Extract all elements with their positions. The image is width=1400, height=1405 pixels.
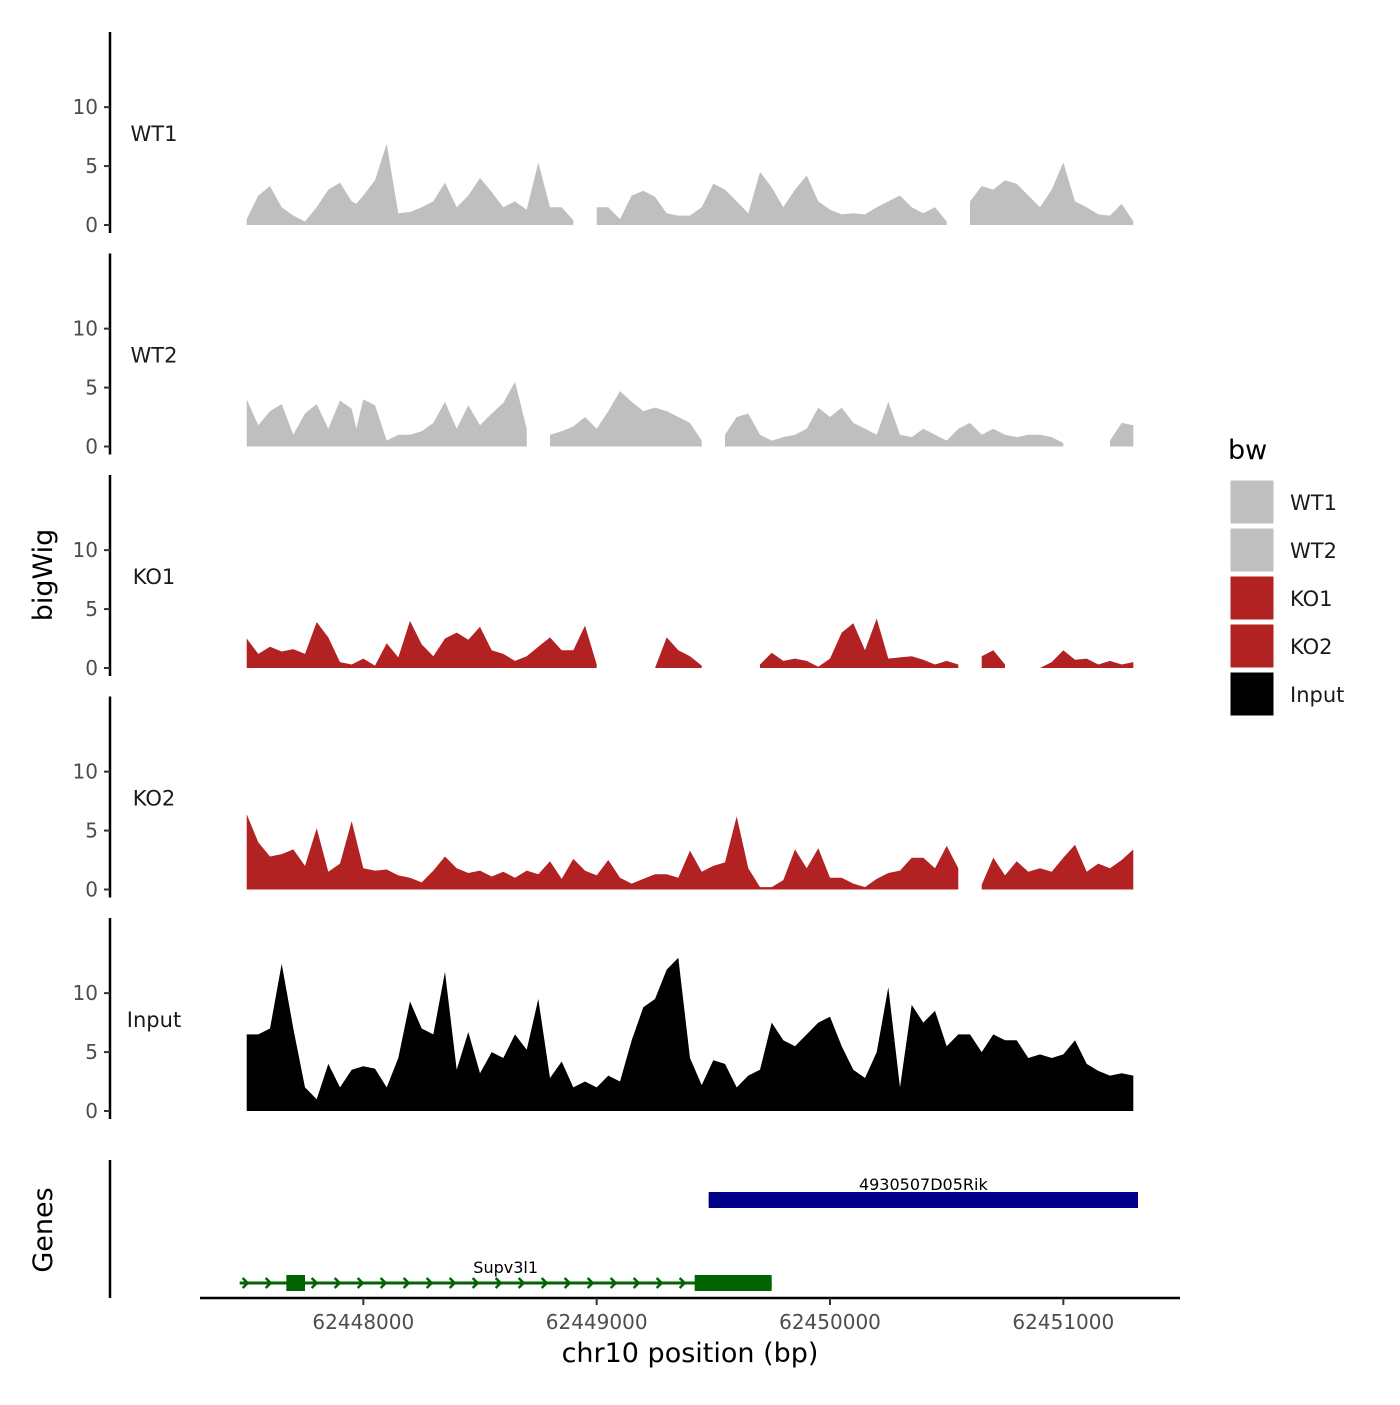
- coverage-area: [655, 637, 702, 668]
- track-ko2: 0 5 10 KO2: [73, 696, 1134, 902]
- gene-supv3l1: Supv3l1: [239, 1258, 772, 1291]
- coverage-area: [725, 401, 1064, 447]
- strand-arrow: [425, 1277, 434, 1289]
- coverage-area: [246, 814, 959, 890]
- strand-arrow: [264, 1277, 273, 1289]
- y-tick-label: 5: [85, 1040, 98, 1064]
- y-tick-label: 10: [73, 538, 98, 562]
- strand-arrow: [655, 1277, 664, 1289]
- y-tick-label: 0: [85, 213, 98, 237]
- y-tick-label: 10: [73, 981, 98, 1005]
- strand-arrow: [632, 1277, 641, 1289]
- legend-swatch-ko1: [1229, 575, 1275, 621]
- track-ko1: 0 5 10 KO1: [73, 475, 1134, 680]
- track-label: KO2: [133, 787, 176, 811]
- y-tick-label: 10: [73, 317, 98, 341]
- gene-panel: 4930507D05Rik Supv3l1: [108, 1160, 1138, 1298]
- strand-arrow: [402, 1277, 411, 1289]
- coverage-area: [1110, 422, 1134, 447]
- legend-label-ko2: KO2: [1290, 635, 1333, 659]
- track-label: WT1: [131, 122, 178, 146]
- track-input: 0 5 10 Input: [73, 918, 1134, 1123]
- legend-title: bw: [1228, 435, 1267, 466]
- coverage-area: [246, 381, 527, 447]
- strand-arrow: [678, 1277, 687, 1289]
- track-label: KO1: [133, 565, 176, 589]
- coverage-area: [760, 618, 959, 668]
- y-tick-label: 10: [73, 95, 98, 119]
- legend-swatch-ko2: [1229, 623, 1275, 669]
- coverage-area: [1040, 650, 1134, 668]
- coverage-area: [970, 162, 1134, 225]
- strand-arrow: [586, 1277, 595, 1289]
- y-tick-label: 0: [85, 656, 98, 680]
- coverage-area: [981, 844, 1134, 890]
- legend-label-input: Input: [1290, 683, 1344, 707]
- strand-arrow: [241, 1277, 250, 1289]
- gene-label: 4930507D05Rik: [859, 1175, 989, 1194]
- y-tick-label: 0: [85, 1099, 98, 1123]
- gene-label: Supv3l1: [473, 1258, 538, 1277]
- exon: [708, 1192, 1138, 1208]
- strand-arrow: [517, 1277, 526, 1289]
- legend-swatch-wt2: [1229, 527, 1275, 573]
- y-tick-label: 5: [85, 597, 98, 621]
- x-tick-label: 62450000: [779, 1310, 881, 1334]
- track-wt1: 0 5 10 WT1: [73, 32, 1134, 237]
- strand-arrow: [333, 1277, 342, 1289]
- y-tick-label: 5: [85, 819, 98, 843]
- strand-arrow: [540, 1277, 549, 1289]
- y-tick-label: 5: [85, 376, 98, 400]
- coverage-area: [981, 650, 1005, 668]
- gene-4930507d05rik: 4930507D05Rik: [708, 1175, 1138, 1208]
- coverage-area: [550, 391, 702, 447]
- strand-arrow: [609, 1277, 618, 1289]
- track-wt2: 0 5 10 WT2: [73, 253, 1134, 459]
- coverage-area: [596, 172, 947, 225]
- track-panels: 0 5 10 WT1 0 5 10 WT2 0 5 10 KO1 0 5 10 KO2 0 5 10 Input: [73, 32, 1134, 1123]
- legend-swatch-input: [1229, 671, 1275, 717]
- strand-arrow: [471, 1277, 480, 1289]
- x-axis: 62448000 62449000 62450000 62451000: [200, 1296, 1180, 1334]
- legend: bw WT1 WT2 KO1 KO2 Input: [1228, 435, 1344, 717]
- track-label: WT2: [131, 344, 178, 368]
- strand-arrow: [494, 1277, 503, 1289]
- strand-arrow: [379, 1277, 388, 1289]
- strand-arrow: [563, 1277, 572, 1289]
- x-tick-label: 62449000: [546, 1310, 648, 1334]
- strand-arrow: [356, 1277, 365, 1289]
- coverage-area: [246, 957, 1134, 1111]
- y-tick-label: 0: [85, 435, 98, 459]
- x-tick-label: 62448000: [312, 1310, 414, 1334]
- x-axis-title: chr10 position (bp): [562, 1338, 819, 1369]
- legend-swatch-wt1: [1229, 479, 1275, 525]
- y-tick-label: 0: [85, 878, 98, 902]
- strand-arrow: [448, 1277, 457, 1289]
- y-tick-label: 10: [73, 760, 98, 784]
- track-label: Input: [127, 1008, 181, 1032]
- coverage-area: [246, 620, 597, 668]
- y-axis-title: bigWig: [28, 529, 59, 622]
- y-tick-label: 5: [85, 154, 98, 178]
- x-tick-label: 62451000: [1012, 1310, 1114, 1334]
- legend-label-ko1: KO1: [1290, 587, 1333, 611]
- legend-label-wt2: WT2: [1290, 539, 1337, 563]
- coverage-area: [246, 143, 574, 225]
- genes-panel-title: Genes: [28, 1187, 59, 1272]
- strand-arrow: [310, 1277, 319, 1289]
- exon: [286, 1275, 305, 1291]
- legend-label-wt1: WT1: [1290, 491, 1337, 515]
- exon: [694, 1275, 772, 1291]
